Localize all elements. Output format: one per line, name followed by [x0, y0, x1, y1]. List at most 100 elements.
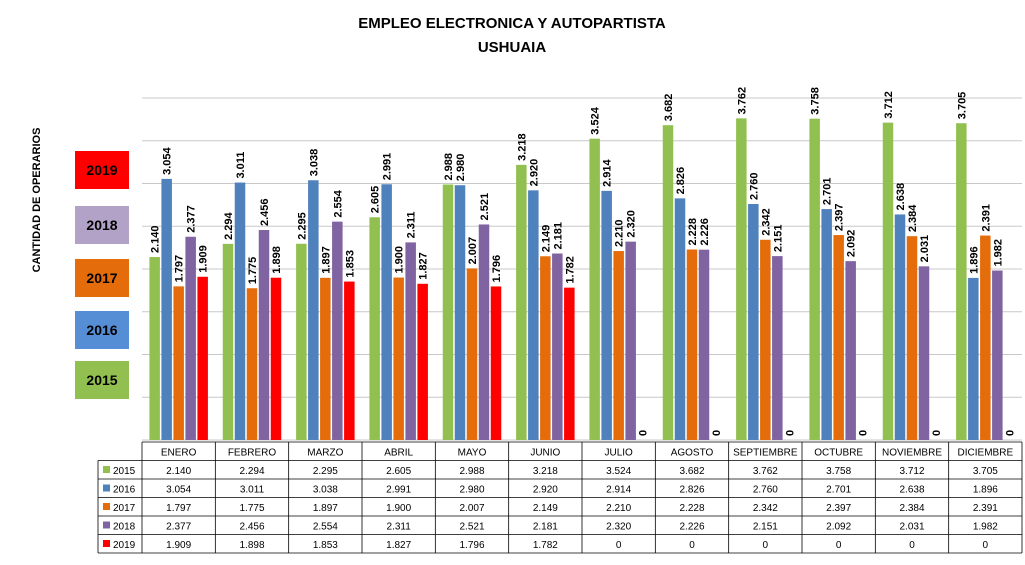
data-label: 2.391	[980, 204, 992, 232]
table-cell: 1.853	[313, 540, 338, 551]
table-header-cell: SEPTIEMBRE	[733, 448, 798, 459]
table-cell: 3.682	[679, 466, 704, 477]
bar-2016-julio	[601, 190, 612, 440]
bar-2017-abril	[393, 277, 404, 440]
bar-2016-abril	[381, 184, 392, 440]
bar-2017-junio	[540, 256, 551, 440]
table-cell: 2.914	[606, 485, 631, 496]
table-header-cell: JULIO	[604, 448, 633, 459]
data-label: 2.377	[186, 205, 198, 233]
bar-2018-marzo	[332, 221, 343, 440]
data-label: 0	[931, 430, 943, 436]
data-label: 1.782	[564, 256, 576, 284]
data-label: 2.031	[919, 235, 931, 263]
data-label: 3.682	[663, 94, 675, 122]
bar-2016-agosto	[674, 198, 686, 440]
table-cell: 2.988	[459, 466, 484, 477]
data-label: 2.311	[406, 211, 418, 238]
table-cell: 2.181	[533, 522, 558, 533]
bar-2016-mayo	[454, 185, 466, 440]
table-cell: 0	[983, 540, 989, 551]
bar-2016-octubre	[821, 209, 832, 440]
table-series-name: 2019	[113, 540, 136, 551]
table-cell: 3.758	[826, 466, 851, 477]
table-cell: 2.397	[826, 503, 851, 514]
bar-2019-enero	[197, 276, 208, 440]
data-label: 2.826	[675, 167, 687, 195]
table-cell: 2.760	[753, 485, 778, 496]
bar-2019-marzo	[344, 281, 355, 440]
data-label: 2.605	[370, 186, 382, 214]
bar-2017-enero	[173, 286, 184, 440]
bar-2017-noviembre	[906, 236, 918, 440]
table-header-cell: MARZO	[307, 448, 343, 459]
bar-2018-junio	[552, 253, 563, 440]
table-cell: 2.294	[239, 466, 264, 477]
data-label: 3.218	[516, 133, 528, 161]
table-series-name: 2017	[113, 503, 136, 514]
table-cell: 1.982	[973, 522, 998, 533]
table-cell: 3.524	[606, 466, 631, 477]
legend-box-2019	[75, 151, 129, 189]
data-label: 2.988	[443, 153, 455, 181]
bar-2015-marzo	[296, 243, 307, 440]
legend-box-2016	[75, 311, 129, 349]
bar-2019-junio	[564, 287, 575, 440]
bar-2016-noviembre	[894, 214, 906, 440]
bar-2018-febrero	[258, 230, 270, 440]
legend-key-2019	[103, 540, 110, 547]
data-label: 2.384	[907, 204, 919, 232]
table-cell: 2.311	[387, 522, 412, 533]
table-cell: 2.701	[826, 485, 851, 496]
data-label: 2.151	[772, 225, 784, 253]
data-label: 1.797	[174, 255, 186, 283]
data-label: 3.705	[956, 92, 968, 120]
bar-2015-julio	[589, 138, 600, 440]
data-label: 2.920	[528, 159, 540, 187]
bar-2016-enero	[161, 178, 172, 440]
data-label: 2.140	[150, 225, 162, 253]
legend-box-2017	[75, 259, 129, 297]
table-cell: 3.038	[313, 485, 338, 496]
data-label: 2.342	[760, 208, 772, 236]
legend: 2019 2018 2017 2016 2015	[75, 151, 129, 399]
legend-box-2015	[75, 361, 129, 399]
bar-2017-mayo	[466, 268, 478, 440]
bar-2015-junio	[516, 164, 527, 440]
table-cell: 0	[763, 540, 769, 551]
data-label: 1.900	[394, 246, 406, 274]
data-label: 1.982	[992, 239, 1004, 267]
table-cell: 2.826	[679, 485, 704, 496]
table-cell: 2.342	[753, 503, 778, 514]
bar-2018-noviembre	[918, 266, 930, 440]
bar-2015-abril	[369, 217, 380, 440]
table-cell: 0	[836, 540, 842, 551]
data-label: 2.397	[834, 204, 846, 232]
table-series-name: 2018	[113, 522, 136, 533]
bar-2015-febrero	[222, 243, 234, 440]
table-header-cell: MAYO	[458, 448, 487, 459]
data-table: ENERO FEBRERO MARZO ABRIL MAYO JUNIO JULIO AGOS…	[97, 441, 1023, 554]
legend-box-label: 2018	[86, 217, 117, 233]
bar-2018-agosto	[698, 249, 710, 440]
data-label: 2.521	[479, 193, 491, 221]
bar-2019-abril	[417, 283, 428, 440]
data-label: 1.775	[247, 257, 259, 285]
data-label: 3.054	[162, 146, 174, 174]
bar-2018-diciembre	[992, 270, 1003, 440]
table-cell: 2.377	[166, 522, 191, 533]
table-cell: 2.007	[459, 503, 484, 514]
table-header-cell: OCTUBRE	[814, 448, 863, 459]
bar-2018-octubre	[845, 261, 856, 440]
table-cell: 1.775	[239, 503, 264, 514]
bar-2017-octubre	[833, 235, 844, 440]
table-cell: 0	[689, 540, 695, 551]
data-label: 2.638	[895, 183, 907, 211]
data-label: 0	[858, 430, 870, 436]
data-label: 0	[711, 430, 723, 436]
table-cell: 2.226	[679, 522, 704, 533]
table-cell: 0	[909, 540, 915, 551]
data-label: 2.181	[552, 222, 564, 250]
